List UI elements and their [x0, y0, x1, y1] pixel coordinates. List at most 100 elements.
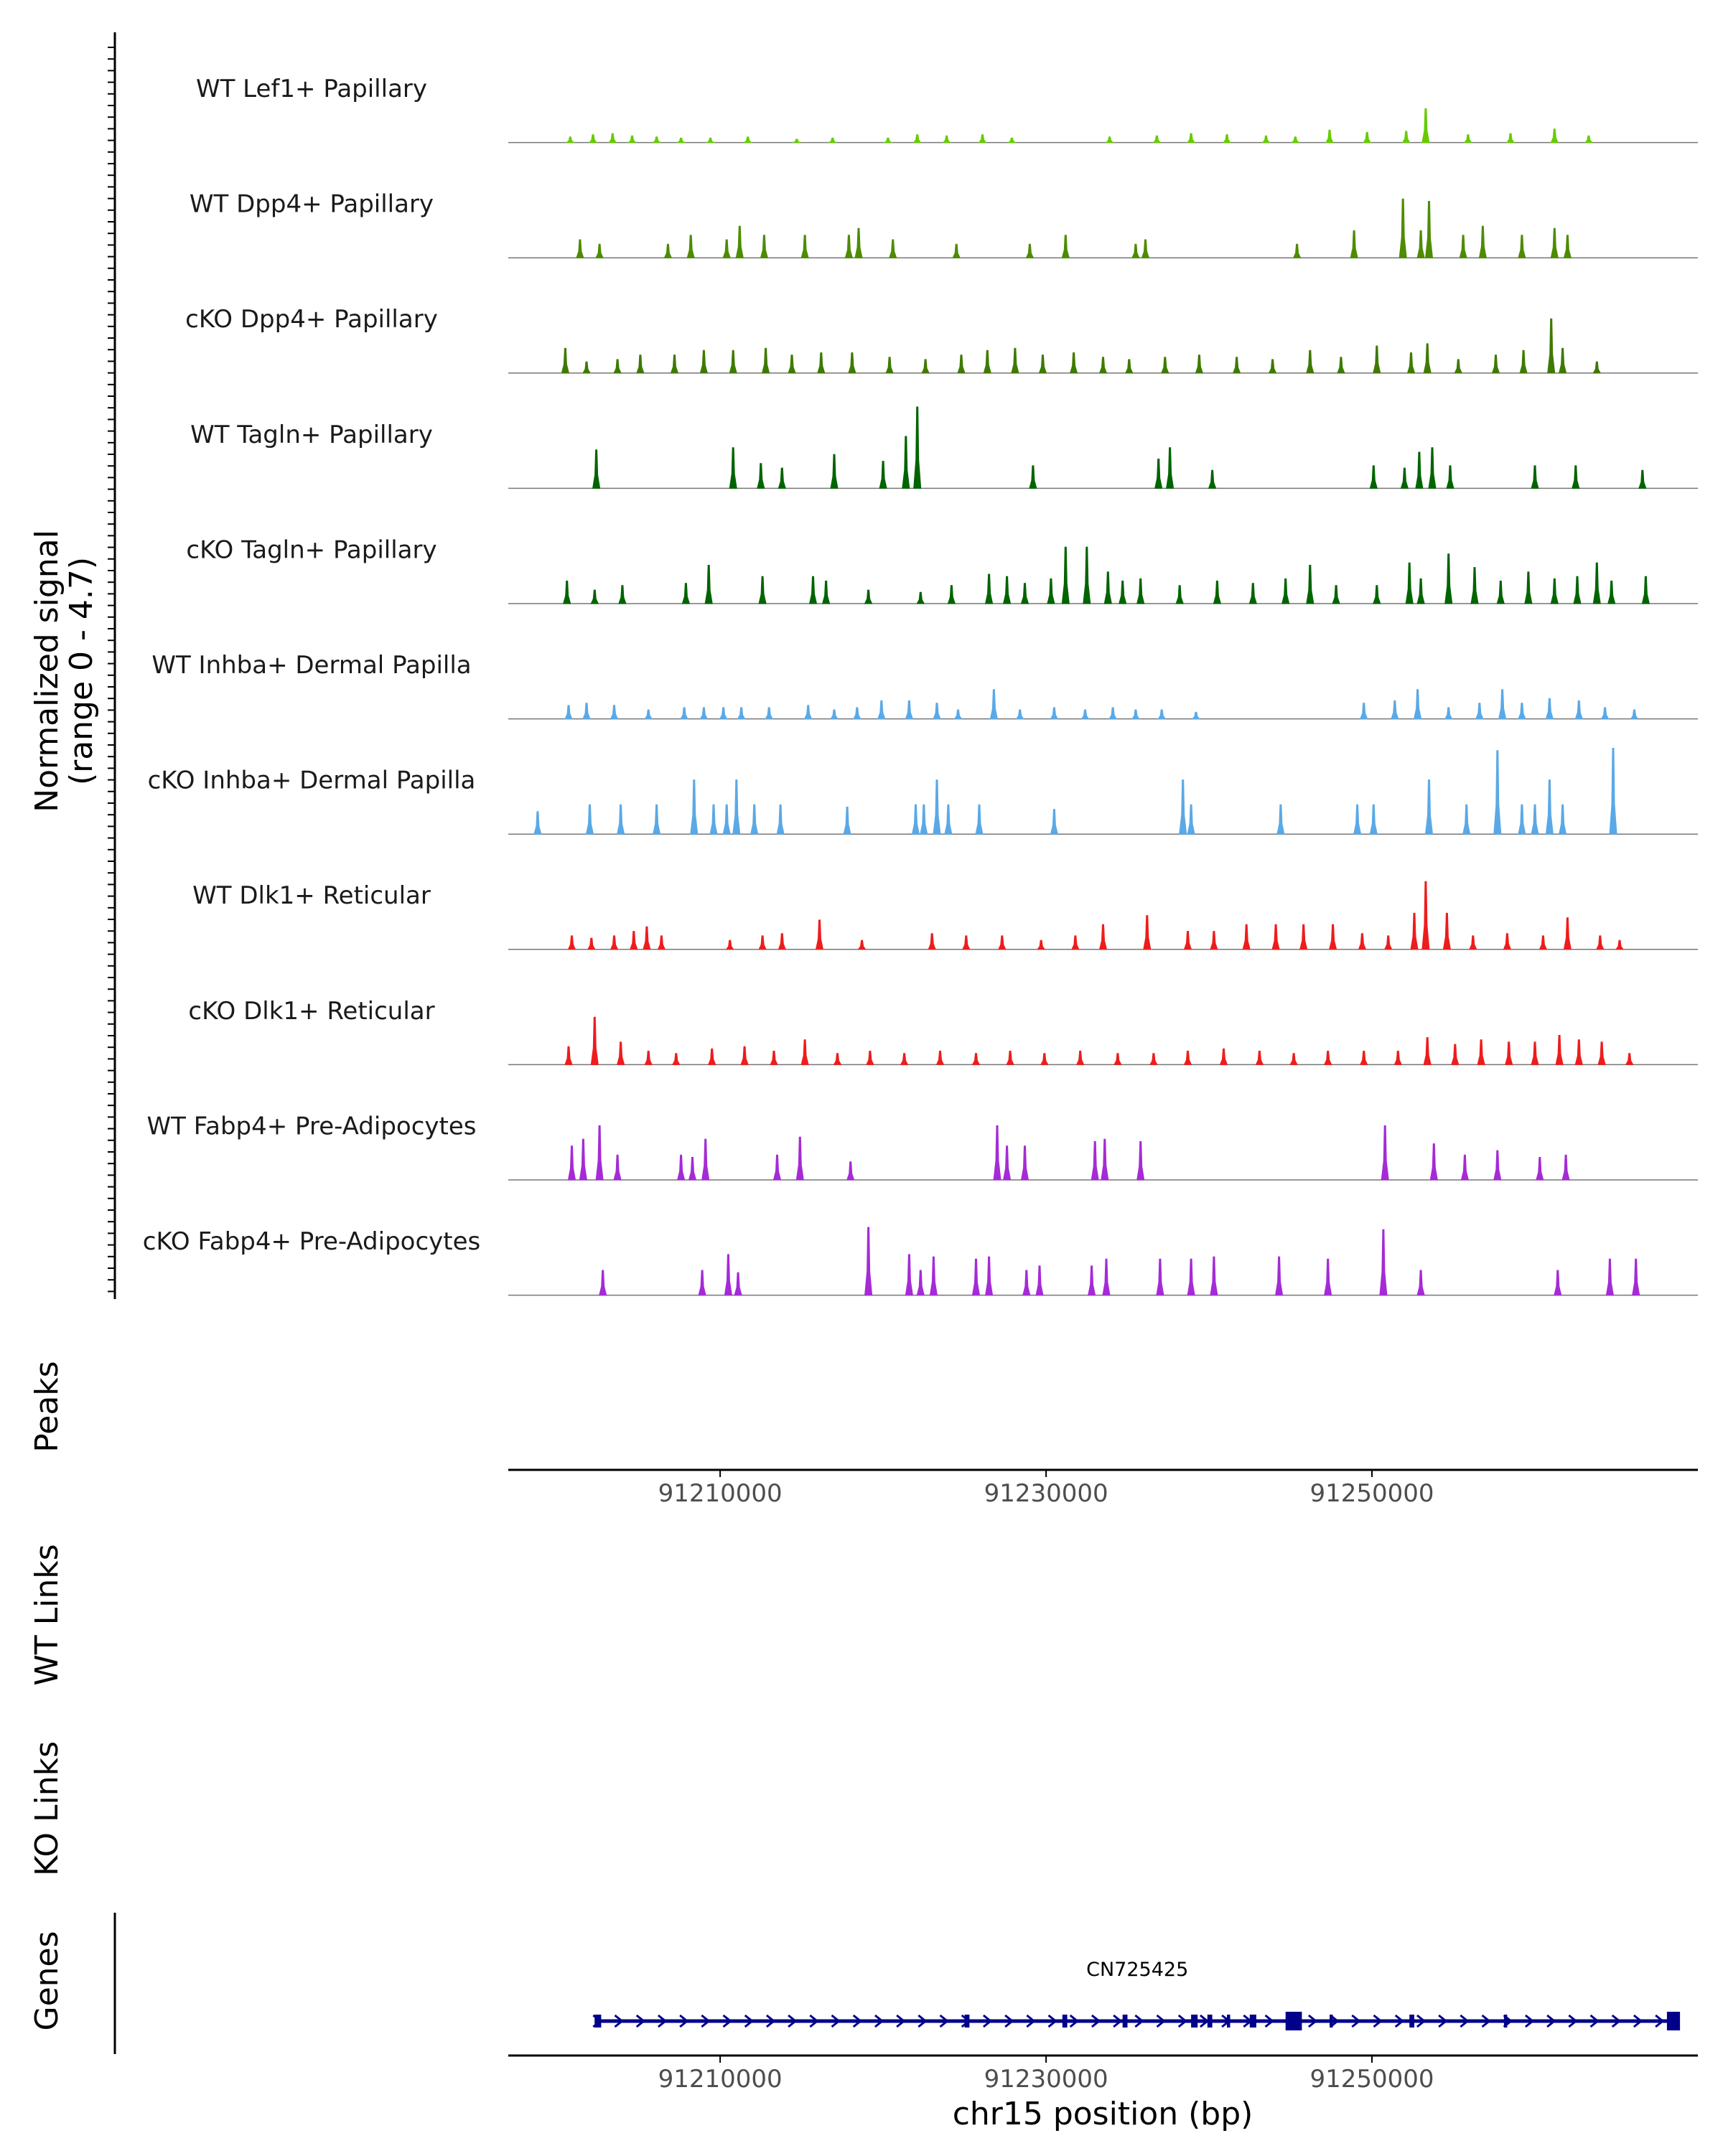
coverage-peak — [1550, 128, 1559, 144]
coverage-peak — [1615, 939, 1624, 950]
coverage-track: cKO Inhba+ Dermal Papilla — [148, 748, 1698, 835]
coverage-peak — [1609, 748, 1617, 835]
coverage-peak — [567, 935, 576, 950]
coverage-peak — [1166, 447, 1175, 489]
x-axis-label: chr15 position (bp) — [953, 2096, 1253, 2132]
track-label: WT Dlk1+ Reticular — [192, 881, 431, 910]
coverage-peak — [1047, 578, 1055, 604]
coverage-peak — [1083, 546, 1091, 604]
coverage-peak — [857, 939, 867, 950]
strand-arrow — [1568, 2014, 1578, 2028]
coverage-peak — [1496, 581, 1505, 604]
gene-exon — [1285, 2012, 1302, 2030]
coverage-peak — [610, 705, 619, 720]
coverage-peak — [1519, 350, 1528, 374]
coverage-peak — [1444, 553, 1453, 604]
coverage-peak — [1547, 318, 1556, 374]
coverage-peak — [920, 804, 928, 835]
coverage-peak — [698, 1270, 706, 1296]
coverage-peak — [877, 700, 886, 720]
coverage-peak — [1451, 1044, 1460, 1065]
strand-arrow — [874, 2014, 884, 2028]
coverage-peak — [928, 933, 936, 950]
coverage-peak — [1011, 347, 1019, 374]
coverage-peak — [1149, 1053, 1158, 1065]
coverage-peak — [962, 935, 971, 950]
coverage-peak — [1248, 583, 1257, 604]
gene-exon — [1122, 2015, 1128, 2028]
coverage-peak — [740, 1046, 749, 1065]
coverage-peak — [1503, 933, 1512, 950]
coverage-peak — [1324, 1258, 1332, 1296]
coverage-peak — [707, 1048, 716, 1065]
coverage-peak — [1454, 359, 1463, 374]
gene-exon — [1062, 2015, 1068, 2028]
coverage-peak — [1428, 447, 1437, 489]
strand-arrow — [1438, 2014, 1448, 2028]
coverage-peak — [1035, 1265, 1044, 1296]
coverage-peak — [1175, 585, 1184, 604]
gene-exon — [1227, 2015, 1231, 2028]
coverage-peak — [1299, 924, 1308, 950]
x-tick-label: 91230000 — [984, 2065, 1108, 2094]
coverage-peak — [1359, 1051, 1368, 1065]
coverage-peak — [1323, 1051, 1332, 1065]
coverage-peak — [705, 137, 716, 144]
coverage-peak — [1255, 1051, 1264, 1065]
coverage-peak — [1638, 469, 1647, 489]
coverage-peak — [757, 463, 765, 489]
coverage-peak — [1424, 779, 1434, 835]
coverage-peak — [533, 811, 542, 835]
coverage-peak — [1020, 1145, 1029, 1181]
coverage-peak — [778, 933, 787, 950]
coverage-peak — [1098, 357, 1108, 374]
signal-y-axis — [108, 32, 116, 1299]
coverage-peak — [1493, 750, 1502, 835]
coverage-peak — [1383, 935, 1393, 950]
coverage-peak — [1573, 576, 1582, 604]
coverage-peak — [1572, 465, 1580, 489]
coverage-peak — [933, 779, 941, 835]
coverage-peak — [699, 707, 709, 720]
track-label: WT Inhba+ Dermal Papilla — [151, 651, 471, 680]
coverage-peak — [1475, 703, 1484, 720]
coverage-peak — [1632, 1258, 1640, 1296]
x-tick-label: 91230000 — [984, 1479, 1108, 1508]
coverage-peak — [652, 804, 661, 835]
coverage-peak — [1574, 700, 1583, 720]
coverage-peak — [1561, 1154, 1570, 1181]
coverage-peak — [1531, 804, 1539, 835]
x-tick-label: 91250000 — [1309, 2065, 1434, 2094]
strand-arrow — [1416, 2014, 1427, 2028]
strand-arrow — [1264, 2014, 1274, 2028]
coverage-peak — [1157, 709, 1167, 720]
coverage-peak — [1421, 881, 1430, 950]
coverage-peak — [1379, 1229, 1388, 1296]
coverage-track: cKO Dlk1+ Reticular — [188, 997, 1698, 1066]
strand-arrow — [657, 2014, 668, 2028]
track-label: cKO Inhba+ Dermal Papilla — [148, 767, 476, 795]
coverage-peak — [1596, 935, 1605, 950]
coverage-peak — [1061, 546, 1070, 604]
coverage-peak — [864, 589, 873, 604]
coverage-peak — [791, 139, 802, 144]
coverage-peak — [879, 461, 887, 489]
coverage-peak — [912, 134, 922, 144]
x-tick-label: 91210000 — [658, 1479, 783, 1508]
strand-arrow — [809, 2014, 819, 2028]
coverage-peak — [1222, 134, 1232, 144]
coverage-peak — [800, 1039, 809, 1065]
coverage-peak — [644, 709, 653, 720]
coverage-peak — [618, 585, 627, 604]
coverage-peak — [595, 1125, 604, 1181]
coverage-peak — [929, 1256, 938, 1296]
coverage-peak — [566, 136, 575, 144]
strand-arrow — [765, 2014, 776, 2028]
coverage-peak — [1446, 465, 1454, 489]
coverage-peak — [1545, 698, 1554, 720]
coverage-peak — [1337, 357, 1345, 374]
coverage-peak — [1098, 924, 1108, 950]
coverage-peak — [1463, 134, 1472, 144]
coverage-peak — [1358, 933, 1367, 950]
